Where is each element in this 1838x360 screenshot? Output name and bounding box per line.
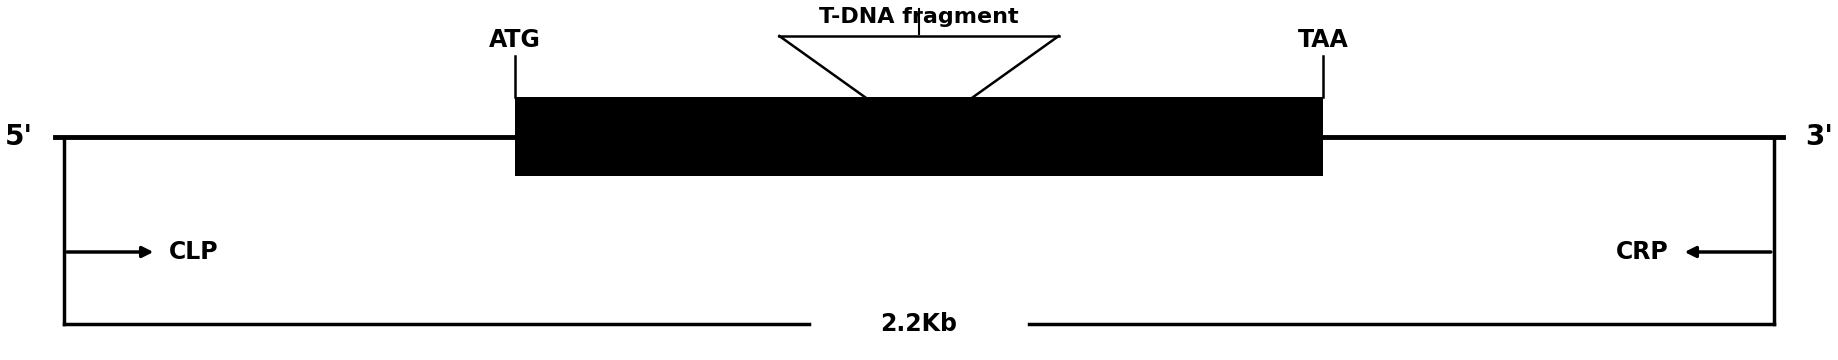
Bar [515, 97, 1323, 176]
Text: 5': 5' [6, 123, 33, 151]
Text: 2.2Kb: 2.2Kb [880, 312, 958, 336]
Text: T-DNA fragment: T-DNA fragment [820, 7, 1018, 27]
Text: CRP: CRP [1616, 240, 1669, 264]
Text: ATG: ATG [489, 28, 540, 52]
Text: CLP: CLP [169, 240, 219, 264]
Text: TAA: TAA [1298, 28, 1349, 52]
Text: 3': 3' [1805, 123, 1832, 151]
